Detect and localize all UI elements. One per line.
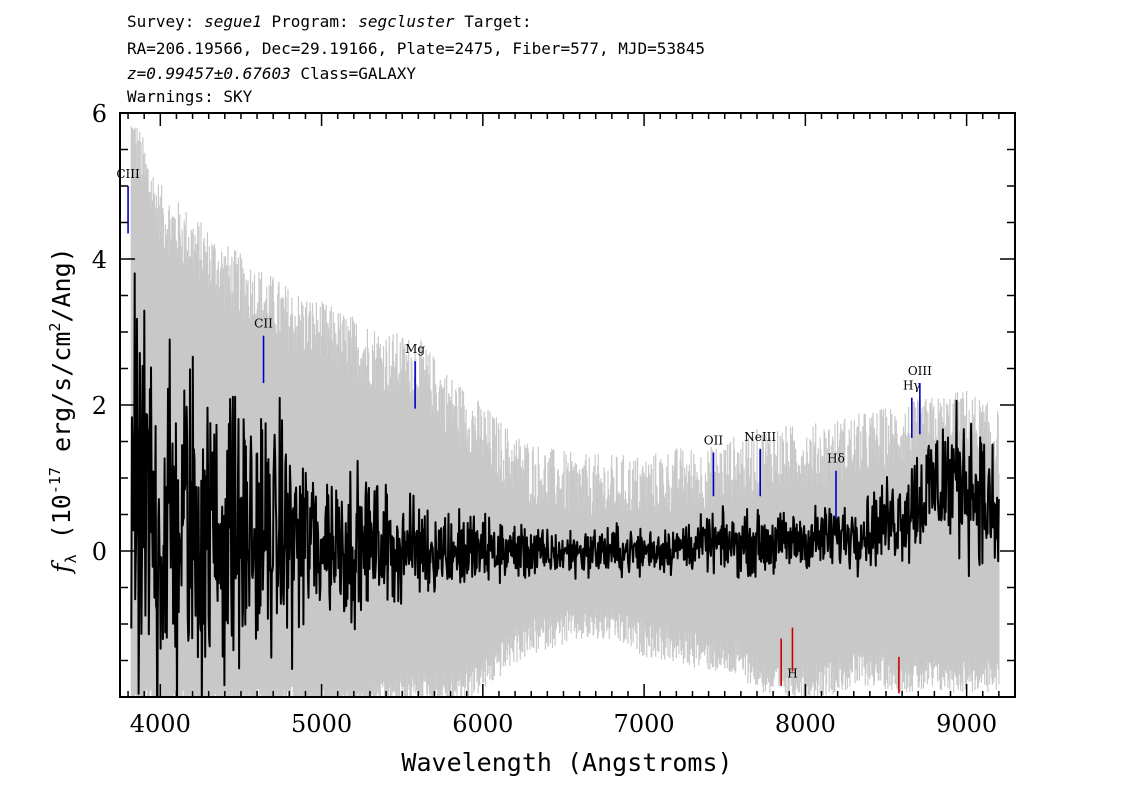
x-tick-label: 5000 (291, 710, 352, 738)
x-axis-label: Wavelength (Angstroms) (401, 748, 732, 777)
spectral-line-label: Hγ (903, 379, 921, 393)
y-tick-label: 0 (92, 538, 107, 566)
spectral-line-label: CII (254, 317, 273, 331)
spectral-line-label: OII (704, 433, 724, 447)
header-line-4: Warnings: SKY (127, 87, 253, 106)
target-label: Target: (464, 12, 532, 31)
redshift-value: z=0.99457±0.67603 (127, 64, 291, 83)
flux-path (130, 272, 1000, 697)
spectral-line-label: Mg (405, 342, 425, 356)
spectral-line-label: OIII (908, 364, 932, 378)
y-axis-label: fλ (10-17 erg/s/cm2/Ang) (46, 247, 80, 574)
survey-value: segue1 (204, 12, 262, 31)
program-label: Program: (271, 12, 349, 31)
x-tick-label: 4000 (130, 710, 191, 738)
program-value: segcluster (358, 12, 455, 31)
spectral-line-label: CIII (116, 167, 140, 181)
x-tick-label: 8000 (775, 710, 836, 738)
y-tick-label: 2 (92, 392, 107, 420)
header-line-3: z=0.99457±0.67603 Class=GALAXY (127, 64, 416, 83)
y-tick-label: 4 (92, 246, 107, 274)
survey-label: Survey: (127, 12, 195, 31)
spectral-line-label: NeIII (744, 430, 776, 444)
header-line-2: RA=206.19566, Dec=29.19166, Plate=2475, … (127, 39, 705, 58)
class-value: Class=GALAXY (300, 64, 416, 83)
header-line-1: Survey: segue1 Program: segcluster Targe… (127, 12, 532, 31)
x-tick-label: 9000 (936, 710, 997, 738)
x-tick-label: 7000 (614, 710, 675, 738)
svg-text:fλ (10-17 erg/s/cm2/Ang): fλ (10-17 erg/s/cm2/Ang) (46, 247, 80, 574)
x-tick-label: 6000 (452, 710, 513, 738)
spectral-line-label: H (787, 666, 797, 680)
flux-spectrum (130, 272, 1000, 697)
y-tick-label: 6 (92, 100, 107, 128)
x-axis-ticks: 4000 5000 6000 7000 8000 9000 (127, 113, 1016, 738)
y-axis-ticks: 0 2 4 6 (92, 100, 1015, 698)
spectral-line-label: Hδ (827, 452, 845, 466)
